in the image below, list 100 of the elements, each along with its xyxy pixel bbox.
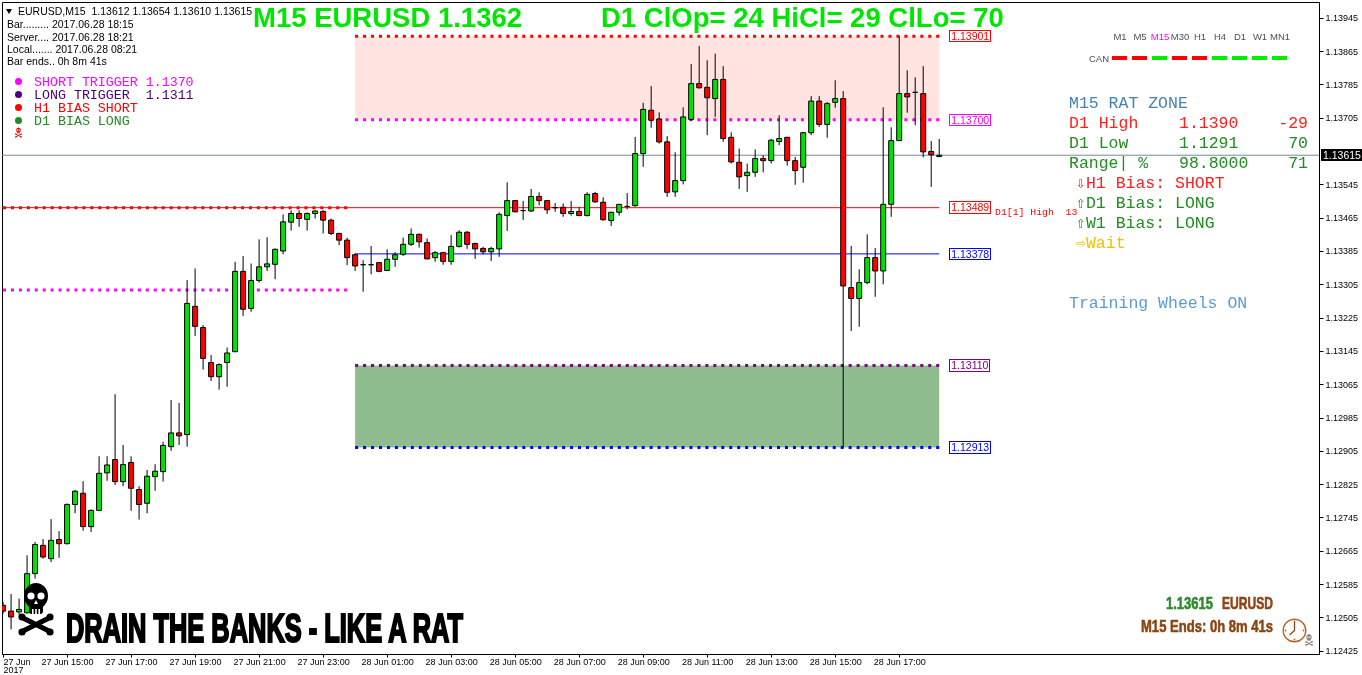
- y-tick-label: 1.13705: [1325, 113, 1359, 124]
- y-tick-label: 1.13945: [1325, 13, 1359, 24]
- candlestick: [208, 354, 215, 382]
- candlestick: [832, 79, 839, 109]
- x-tick-label: 28 Jun 05:00: [489, 656, 542, 667]
- ref-line-label: 1.13615: [1321, 148, 1362, 162]
- annotation: Server.... 2017.06.28 18:21: [7, 30, 134, 43]
- candlestick: [704, 59, 711, 136]
- y-tick-label: 1.12745: [1325, 512, 1359, 523]
- annotation: 70: [1288, 133, 1308, 153]
- candlestick: [392, 251, 399, 268]
- candlestick: [224, 347, 231, 388]
- annotation: D1[1] High 13: [995, 206, 1078, 218]
- x-tick-label: 28 Jun 11:00: [681, 656, 734, 667]
- annotation: Local....... 2017.06.28 08:21: [7, 42, 138, 55]
- annotation: M15 RAT ZONE: [1069, 93, 1188, 113]
- candlestick: [104, 455, 111, 482]
- candlestick: [856, 268, 863, 328]
- candlestick: [192, 267, 199, 337]
- x-tick-label: 28 Jun 07:00: [553, 656, 606, 667]
- x-tick-label: 28 Jun 13:00: [745, 656, 798, 667]
- x-tick-label: 27 Jun 21:00: [233, 656, 286, 667]
- x-tick-label: 27 Jun 17:00: [105, 656, 158, 667]
- annotation: SHORT TRIGGER 1.1370: [34, 74, 194, 90]
- candlestick: [816, 95, 823, 128]
- annotation: Training Wheels ON: [1069, 293, 1248, 313]
- candlestick: [872, 247, 879, 298]
- x-tick-label: 28 Jun 03:00: [425, 656, 478, 667]
- annotation: D1: [1233, 30, 1247, 42]
- candlestick: [312, 209, 319, 219]
- candlestick: [288, 209, 295, 232]
- candlestick: [112, 393, 119, 486]
- candlestick: [752, 148, 759, 178]
- annotation: DRAIN THE BANKS - LIKE A RAT: [66, 605, 463, 650]
- annotation: 98.8000: [1179, 153, 1249, 173]
- annotation: D1 Low: [1069, 133, 1129, 153]
- x-tick-label: 27 Jun 19:00: [169, 656, 222, 667]
- series-label: 1.13378: [949, 247, 992, 261]
- candlestick: [768, 138, 775, 165]
- candlestick: [744, 163, 751, 193]
- candlestick: [400, 237, 407, 257]
- candlestick: [256, 238, 263, 284]
- annotation: H1: [1193, 30, 1207, 42]
- candlestick: [304, 211, 311, 232]
- candlestick: [736, 148, 743, 190]
- candlestick: [272, 247, 279, 280]
- y-tick-label: 1.12425: [1325, 646, 1359, 657]
- x-tick-label: 27 Jun 15:00: [41, 656, 94, 667]
- annotation: MN1: [1269, 30, 1291, 42]
- candlestick: [696, 45, 703, 90]
- candlestick: [784, 136, 791, 167]
- candlestick: [792, 156, 799, 186]
- candlestick: [928, 140, 935, 188]
- y-tick-label: 1.13545: [1325, 179, 1359, 190]
- candlestick: [264, 236, 271, 272]
- x-tick-label: 28 Jun 09:00: [617, 656, 670, 667]
- y-tick-label: 1.13305: [1325, 279, 1359, 290]
- annotation: EURUSD,M15 1.13612 1.13654 1.13610 1.13615: [18, 4, 253, 17]
- annotation: H4: [1213, 30, 1227, 42]
- candlestick: [48, 518, 55, 563]
- annotation: D1 BIAS LONG: [34, 113, 130, 129]
- annotation: 1.13615: [1166, 594, 1213, 614]
- y-tick-label: 1.13465: [1325, 213, 1359, 224]
- y-tick-label: 1.13225: [1325, 313, 1359, 324]
- candlestick: [824, 101, 831, 139]
- candlestick: [432, 250, 439, 263]
- y-tick-label: 1.13385: [1325, 246, 1359, 257]
- annotation: ⇩H1 Bias: SHORT: [1076, 173, 1225, 193]
- candlestick: [56, 530, 63, 559]
- annotation: H1 BIAS SHORT: [34, 100, 138, 116]
- annotation: ⇨Wait: [1076, 233, 1126, 253]
- y-tick-label: 1.12825: [1325, 479, 1359, 490]
- annotation: ⇧W1 Bias: LONG: [1076, 213, 1215, 233]
- annotation: D1 High: [1069, 113, 1139, 133]
- candlestick: [424, 237, 431, 260]
- y-tick-label: 1.12665: [1325, 546, 1359, 557]
- annotation: 1.1291: [1179, 133, 1239, 153]
- series-label: 1.13901: [949, 29, 992, 43]
- annotation: Range| %: [1069, 153, 1149, 173]
- chart-title: M15 EURUSD 1.1362: [253, 2, 523, 34]
- annotation: EURUSD: [1222, 594, 1273, 614]
- y-tick-label: 1.12985: [1325, 413, 1359, 424]
- candlestick: [504, 181, 511, 232]
- candlestick: [344, 237, 351, 266]
- series-label: 1.12913: [949, 441, 992, 454]
- annotation: M15 Ends: 0h 8m 41s: [1141, 617, 1273, 637]
- annotation: ⇧D1 Bias: LONG: [1076, 193, 1215, 213]
- candlestick: [168, 399, 175, 452]
- candlestick: [528, 188, 535, 213]
- annotation: M5: [1133, 30, 1147, 42]
- candlestick: [16, 598, 23, 616]
- annotation: M30: [1170, 30, 1190, 42]
- y-tick-label: 1.13865: [1325, 46, 1359, 57]
- candlestick: [152, 463, 159, 492]
- y-tick-label: 1.12585: [1325, 579, 1359, 590]
- candlestick: [216, 362, 223, 391]
- annotation: -29: [1278, 113, 1308, 133]
- annotation: Bar......... 2017.06.28 18:15: [7, 18, 134, 31]
- series-label: 1.13700: [949, 113, 992, 127]
- annotation: W1: [1252, 30, 1268, 42]
